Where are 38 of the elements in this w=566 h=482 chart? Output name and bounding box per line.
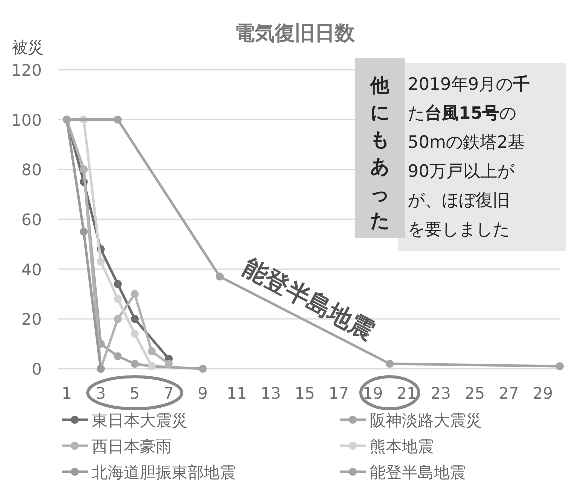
x-tick-label: 27	[498, 384, 520, 403]
x-tick-label: 19	[362, 384, 384, 403]
legend-label: 東日本大震災	[92, 411, 188, 430]
x-tick-label: 21	[396, 384, 418, 403]
x-tick-label: 9	[198, 384, 208, 403]
x-tick-label: 13	[260, 384, 282, 403]
y-tick-label: 100	[11, 110, 42, 130]
annotation: た台風15号の	[408, 104, 517, 124]
x-tick-label: 25	[464, 384, 486, 403]
x-tick-label: 15	[294, 384, 316, 403]
annotation: 能登半島地震	[238, 253, 379, 346]
x-tick-label: 3	[96, 384, 106, 403]
y-tick-label: 80	[22, 160, 42, 180]
x-tick-label: 1	[62, 384, 72, 403]
annotation: が、ほぼ復旧	[408, 191, 510, 211]
y-tick-label: 60	[22, 210, 42, 230]
annotation: 90万戸以上が	[408, 162, 516, 182]
legend-label: 北海道胆振東部地震	[92, 463, 236, 482]
y-tick-label: 120	[11, 61, 42, 80]
chart-title: 電気復旧日数	[235, 21, 356, 45]
legend-label: 能登半島地震	[370, 463, 466, 482]
annotation: を要しました	[408, 220, 510, 240]
x-tick-label: 11	[226, 384, 248, 403]
x-tick-label: 29	[532, 384, 554, 403]
y-tick-label: 40	[22, 260, 42, 280]
x-tick-label: 5	[130, 384, 140, 403]
annotation: 他にもあった	[370, 75, 390, 232]
x-tick-label: 7	[164, 384, 174, 403]
legend-label: 熊本地震	[370, 437, 434, 456]
annotation: 50mの鉄塔2基	[408, 133, 526, 153]
legend-label: 西日本豪雨	[92, 437, 172, 456]
annotation: 2019年9月の千	[408, 75, 530, 95]
x-tick-label: 23	[430, 384, 452, 403]
legend-label: 阪神淡路大震災	[370, 411, 482, 430]
x-tick-label: 17	[328, 384, 350, 403]
y-tick-label: 20	[22, 310, 42, 330]
y-axis-title: 被災	[12, 38, 44, 57]
y-tick-label: 0	[32, 360, 42, 379]
